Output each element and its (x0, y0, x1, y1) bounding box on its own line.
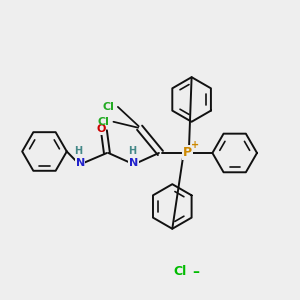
Text: H: H (128, 146, 136, 157)
Text: +: + (191, 140, 200, 150)
Text: N: N (129, 158, 138, 168)
Text: O: O (96, 124, 106, 134)
Text: N: N (76, 158, 85, 168)
Text: Cl: Cl (173, 266, 186, 278)
Text: Cl: Cl (98, 117, 110, 127)
Text: Cl: Cl (103, 102, 114, 112)
Text: –: – (193, 265, 200, 279)
Text: H: H (75, 146, 83, 157)
Text: P: P (183, 146, 192, 160)
